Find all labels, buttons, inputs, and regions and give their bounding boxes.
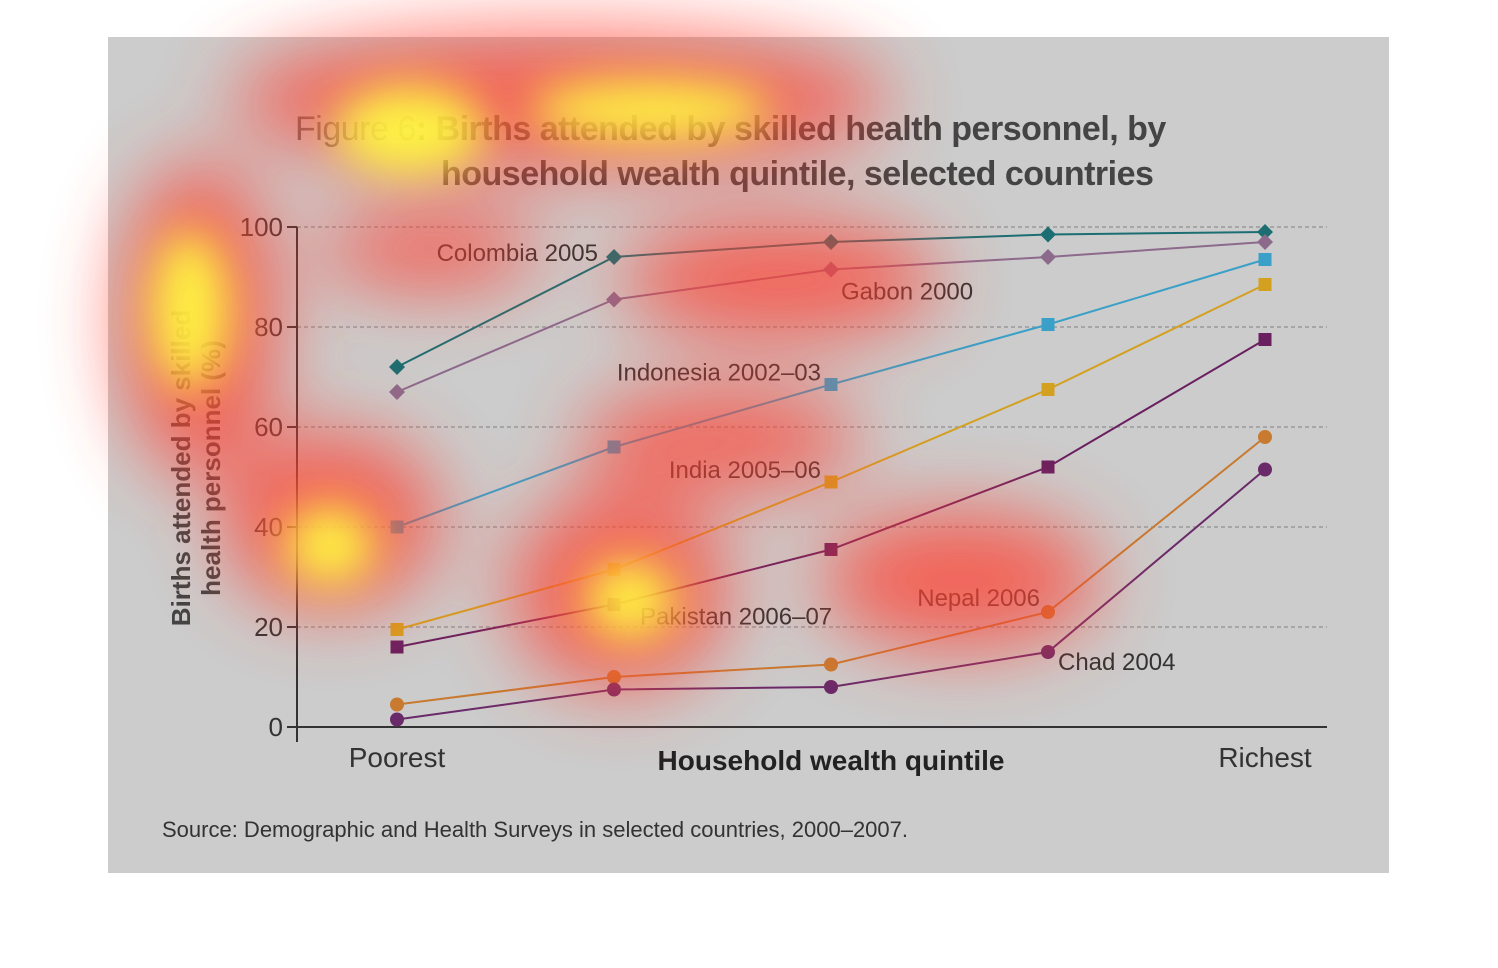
data-point-chad-2004: [824, 680, 838, 694]
data-point-pakistan-2006-07: [390, 640, 404, 654]
data-point-gabon-2000: [1257, 234, 1273, 250]
data-point-nepal-2006: [390, 697, 404, 712]
data-point-pakistan-2006-07: [1041, 460, 1055, 474]
data-point-colombia-2005: [389, 359, 405, 375]
data-point-india-2005-06: [607, 563, 621, 576]
data-point-colombia-2005: [606, 249, 622, 265]
series-label-nepal-2006: Nepal 2006: [917, 585, 1040, 612]
data-point-colombia-2005: [823, 234, 839, 250]
data-point-indonesia-2002-03: [1041, 318, 1055, 331]
data-point-gabon-2000: [389, 384, 405, 400]
series-label-gabon-2000: Gabon 2000: [841, 279, 973, 306]
y-tick-label: 20: [254, 612, 283, 642]
data-point-colombia-2005: [1257, 224, 1273, 240]
y-tick-label: 40: [254, 512, 283, 542]
data-point-nepal-2006: [824, 657, 838, 672]
data-point-nepal-2006: [1041, 605, 1055, 619]
y-axis-label: Births attended by skilled health person…: [166, 310, 226, 626]
y-tick-label: 80: [254, 312, 283, 342]
data-point-pakistan-2006-07: [1258, 333, 1272, 346]
data-point-india-2005-06: [824, 475, 838, 489]
series-label-colombia-2005: Colombia 2005: [437, 240, 598, 267]
series-label-chad-2004: Chad 2004: [1058, 649, 1175, 676]
data-point-gabon-2000: [823, 261, 839, 278]
data-point-pakistan-2006-07: [607, 598, 621, 611]
x-tick-label-richest: Richest: [1218, 742, 1312, 773]
y-tick-label: 60: [254, 412, 283, 442]
data-point-chad-2004: [390, 712, 404, 727]
data-point-india-2005-06: [390, 623, 404, 636]
x-tick-label-poorest: Poorest: [349, 742, 446, 773]
data-point-indonesia-2002-03: [390, 520, 404, 534]
data-point-indonesia-2002-03: [607, 440, 621, 454]
data-point-gabon-2000: [606, 291, 622, 308]
data-point-gabon-2000: [1040, 249, 1056, 265]
data-point-indonesia-2002-03: [1258, 253, 1272, 266]
data-point-nepal-2006: [1258, 430, 1272, 444]
series-label-pakistan-2006-07: Pakistan 2006–07: [640, 604, 832, 631]
data-point-india-2005-06: [1258, 278, 1272, 291]
data-point-chad-2004: [1041, 645, 1055, 659]
data-point-pakistan-2006-07: [824, 543, 838, 556]
data-point-nepal-2006: [607, 670, 621, 684]
data-point-indonesia-2002-03: [824, 378, 838, 391]
data-point-colombia-2005: [1040, 226, 1056, 243]
data-point-chad-2004: [607, 682, 621, 697]
source-note: Source: Demographic and Health Surveys i…: [162, 817, 909, 842]
y-tick-label: 100: [240, 212, 283, 242]
series-label-indonesia-2002-03: Indonesia 2002–03: [617, 360, 821, 387]
data-point-chad-2004: [1258, 462, 1272, 477]
y-axis-label-line1: Births attended by skilled: [166, 309, 196, 627]
y-tick-label: 0: [269, 712, 283, 742]
data-point-india-2005-06: [1041, 383, 1055, 396]
y-axis-label-line2: health personnel (%): [196, 340, 226, 596]
series-label-india-2005-06: India 2005–06: [669, 457, 821, 484]
x-axis-label: Household wealth quintile: [657, 745, 1005, 776]
